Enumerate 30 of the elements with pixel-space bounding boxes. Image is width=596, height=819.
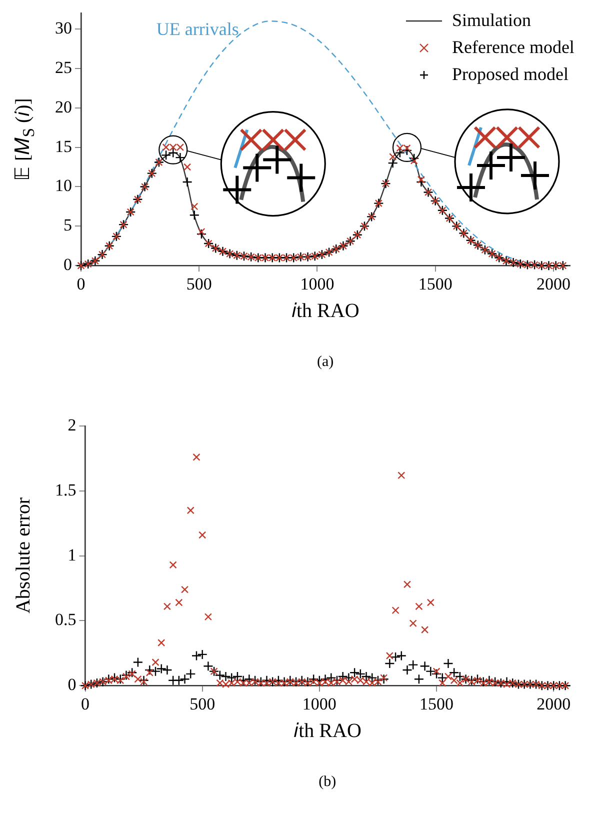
y-tick-label: 5	[64, 216, 72, 235]
x-tick-label: 1000	[302, 694, 336, 714]
x-tick-label: 500	[190, 694, 216, 714]
x-axis-title: 𝑖th RAO	[294, 720, 362, 743]
y-tick-label: 10	[55, 176, 72, 196]
legend-label: Simulation	[452, 9, 532, 32]
text: (b)	[318, 774, 336, 791]
x-tick-label: 1500	[420, 694, 454, 714]
y-axis-title: Absolute error	[12, 498, 36, 614]
y-tick-label: 0.5	[55, 610, 76, 630]
series-label: UE arrivals	[156, 19, 239, 40]
x-tick-label: 500	[186, 274, 212, 294]
y-tick-label: 0	[68, 675, 76, 694]
x-tick-label: 0	[81, 694, 90, 714]
x-tick-label: 1500	[418, 274, 452, 294]
x-tick-label: 1000	[300, 274, 334, 294]
y-tick-label: 15	[55, 136, 72, 156]
y-tick-label: 30	[55, 18, 72, 38]
text: (a)	[317, 354, 334, 371]
y-tick-label: 0	[64, 255, 72, 274]
x-axis-title: 𝑖th RAO	[292, 300, 360, 323]
x-tick-label: 2000	[536, 274, 570, 294]
legend-label: Proposed model	[452, 63, 568, 86]
x-tick-label: 2000	[536, 694, 571, 714]
y-tick-label: 25	[55, 58, 72, 77]
y-tick-label: 2	[68, 415, 76, 434]
y-tick-label: 20	[55, 97, 72, 116]
legend-label: Reference model	[452, 36, 574, 60]
y-tick-label: 1.5	[55, 480, 76, 500]
y-tick-label: 1	[68, 545, 76, 564]
